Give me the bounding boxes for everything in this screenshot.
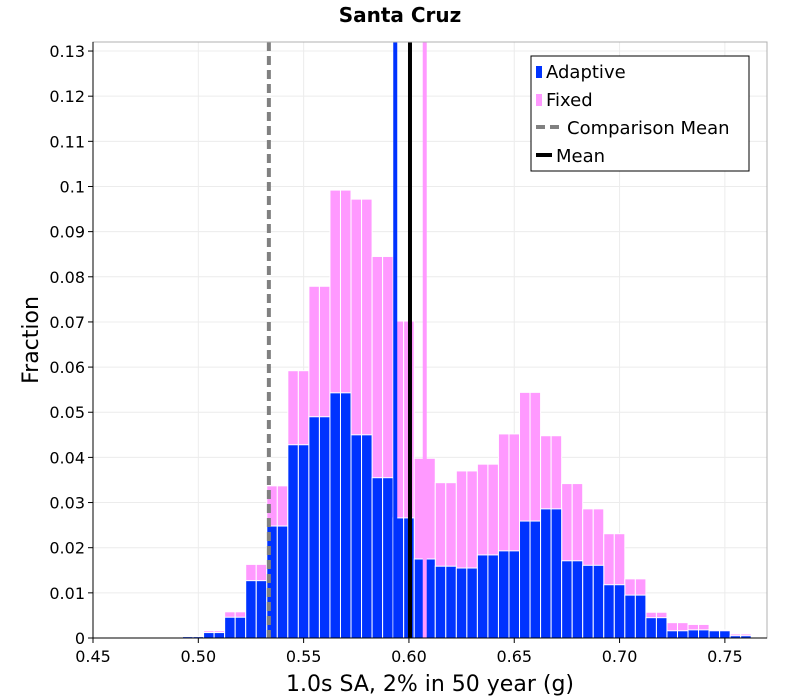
bar-adaptive [634,594,647,639]
bar-adaptive [287,444,299,639]
bar-adaptive [698,629,710,639]
bar-adaptive [550,508,563,639]
x-tick-label: 0.45 [75,647,111,666]
x-tick-label: 0.50 [181,647,217,666]
bar-adaptive [508,550,521,639]
y-tick-label: 0.13 [49,42,85,61]
x-axis-ticks: 0.45 0.50 0.55 0.60 0.65 0.70 0.75 [75,637,767,666]
bar-adaptive [434,565,447,639]
legend: Adaptive Fixed Comparison Mean Mean [530,55,750,172]
legend-swatch-adaptive [536,66,542,78]
bar-adaptive [476,554,489,639]
bar-adaptive [297,444,310,639]
bar-adaptive [361,434,373,639]
bar-adaptive [382,477,394,639]
bar-adaptive [540,508,552,639]
bar-adaptive [329,392,341,639]
bar-adaptive [519,520,531,639]
legend-swatch-fixed [536,94,542,106]
bar-adaptive [708,630,721,639]
x-tick-label: 0.60 [391,647,427,666]
legend-label-adaptive: Adaptive [546,62,626,83]
bar-adaptive [687,629,700,639]
y-tick-label: 0.07 [49,313,85,332]
y-tick-label: 0.09 [49,223,85,242]
bar-adaptive [455,567,468,639]
bar-adaptive [645,617,657,639]
bar-adaptive [466,567,478,639]
bar-adaptive [666,630,678,639]
y-tick-label: 0.06 [49,358,85,377]
y-tick-label: 0.04 [49,448,85,467]
y-tick-label: 0.01 [49,584,85,603]
y-tick-label: 0.02 [49,539,85,558]
y-tick-label: 0 [75,629,85,648]
bar-adaptive [624,594,636,639]
legend-label-comparison-mean: Comparison Mean [567,118,730,139]
bars [182,189,752,639]
y-tick-label: 0.03 [49,494,85,513]
bar-adaptive [318,416,331,639]
legend-label-mean: Mean [556,146,605,167]
bar-adaptive [529,520,542,639]
bar-adaptive [571,560,584,639]
bar-adaptive [497,550,510,639]
bar-adaptive [245,580,257,639]
y-tick-label: 0.08 [49,268,85,287]
bar-adaptive [234,616,247,639]
bar-adaptive [255,580,268,639]
y-tick-label: 0.11 [49,132,85,151]
bar-adaptive [655,617,668,639]
mean-lines [266,42,427,638]
bar-adaptive [487,554,499,639]
bar-adaptive [445,565,457,639]
bar-adaptive [592,564,605,639]
bar-adaptive [213,632,226,639]
bar-adaptive [613,584,626,639]
x-tick-label: 0.70 [602,647,638,666]
y-tick-label: 0.12 [49,87,85,106]
legend-box [530,55,750,172]
y-axis-ticks: 0 0.01 0.02 0.03 0.04 0.05 0.06 0.07 0.08 0.09 0.1… [49,42,94,648]
bar-adaptive [371,477,384,639]
x-tick-label: 0.75 [707,647,743,666]
bar-adaptive [203,632,215,639]
y-tick-label: 0.1 [60,177,85,196]
bar-adaptive [603,584,615,639]
bar-adaptive [339,392,352,639]
x-tick-label: 0.55 [286,647,322,666]
bar-adaptive [224,616,236,639]
bar-adaptive [676,630,689,639]
y-tick-label: 0.05 [49,403,85,422]
bar-adaptive [308,416,320,639]
x-tick-label: 0.65 [496,647,532,666]
x-axis-title: 1.0s SA, 2% in 50 year (g) [286,672,574,697]
bar-adaptive [719,630,731,639]
y-axis-title: Fraction [19,296,44,384]
chart-title: Santa Cruz [339,3,462,27]
bar-adaptive [582,564,594,639]
bar-adaptive [561,560,573,639]
legend-label-fixed: Fixed [546,90,593,111]
bar-adaptive [350,434,363,639]
bar-adaptive [276,525,289,639]
